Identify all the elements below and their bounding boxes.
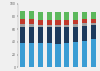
Bar bbox=[55, 20, 61, 25]
Bar bbox=[55, 12, 61, 20]
Bar bbox=[82, 12, 87, 19]
Bar bbox=[90, 39, 96, 67]
Bar bbox=[20, 27, 26, 43]
Bar bbox=[82, 23, 87, 26]
Bar bbox=[47, 43, 52, 67]
Bar bbox=[38, 20, 43, 25]
Bar bbox=[29, 24, 34, 27]
Bar bbox=[20, 11, 26, 19]
Bar bbox=[38, 25, 43, 27]
Bar bbox=[73, 20, 78, 24]
Bar bbox=[29, 11, 34, 19]
Bar bbox=[47, 27, 52, 43]
Bar bbox=[82, 26, 87, 41]
Bar bbox=[82, 19, 87, 23]
Bar bbox=[90, 25, 96, 39]
Bar bbox=[38, 27, 43, 43]
Bar bbox=[73, 42, 78, 67]
Bar bbox=[64, 20, 69, 25]
Bar bbox=[64, 25, 69, 27]
Bar bbox=[82, 41, 87, 67]
Bar bbox=[90, 12, 96, 19]
Bar bbox=[38, 12, 43, 20]
Bar bbox=[29, 19, 34, 24]
Bar bbox=[38, 43, 43, 67]
Bar bbox=[73, 12, 78, 20]
Bar bbox=[55, 27, 61, 44]
Bar bbox=[73, 24, 78, 27]
Bar bbox=[20, 19, 26, 24]
Bar bbox=[20, 24, 26, 27]
Bar bbox=[64, 43, 69, 67]
Bar bbox=[29, 27, 34, 43]
Bar bbox=[47, 25, 52, 27]
Bar bbox=[55, 25, 61, 27]
Bar bbox=[47, 12, 52, 20]
Bar bbox=[47, 20, 52, 25]
Bar bbox=[90, 19, 96, 23]
Bar bbox=[90, 23, 96, 25]
Bar bbox=[64, 27, 69, 43]
Bar bbox=[20, 43, 26, 67]
Bar bbox=[73, 27, 78, 42]
Bar bbox=[55, 44, 61, 67]
Bar bbox=[29, 43, 34, 67]
Bar bbox=[64, 12, 69, 20]
